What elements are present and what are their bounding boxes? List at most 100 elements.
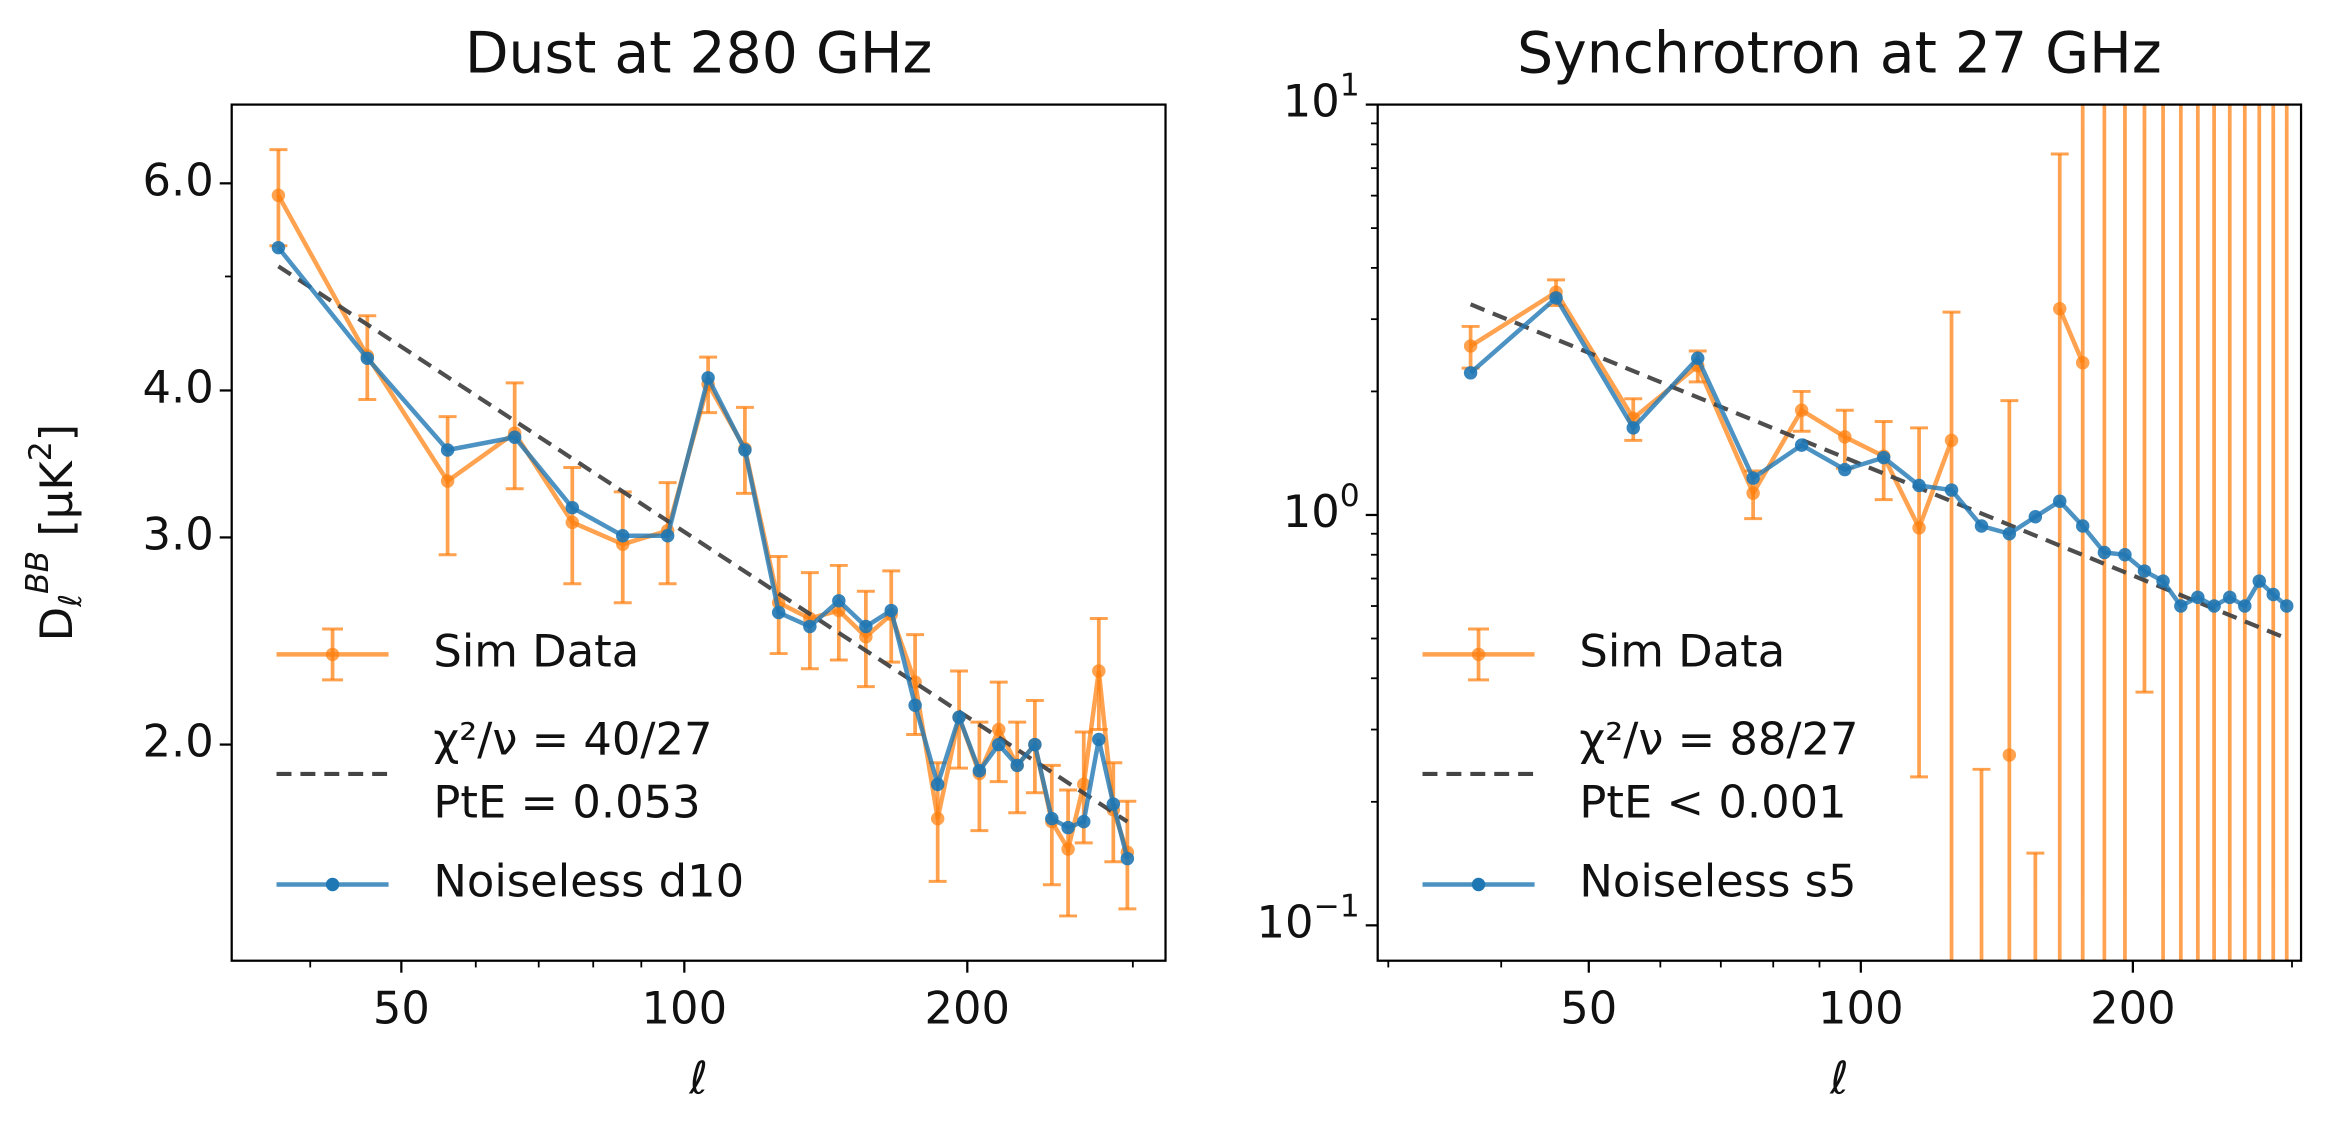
data-point (2075, 519, 2090, 533)
y-tick-label-base: 10 (1256, 895, 1313, 948)
data-point (930, 811, 945, 826)
data-point (1944, 483, 1959, 497)
y-tick-label: 10−1 (1256, 888, 1359, 948)
data-point (360, 351, 375, 366)
y-tick-label: 101 (1283, 68, 1360, 128)
data-point (1106, 797, 1121, 811)
legend-label: Noiseless d10 (433, 855, 744, 908)
legend-swatch (325, 877, 340, 892)
series-line (277, 264, 1129, 824)
data-point (1794, 403, 1809, 417)
data-point (2028, 510, 2043, 524)
data-point (440, 474, 455, 488)
data-point (2053, 494, 2067, 508)
data-point (1120, 851, 1135, 866)
data-point (1838, 462, 1852, 477)
y-tick-label-base: 10 (1283, 485, 1340, 538)
data-point (271, 188, 286, 203)
data-point (2075, 355, 2090, 370)
data-point (701, 371, 715, 385)
y-tick-label-base: 4.0 (142, 360, 213, 413)
data-point (2280, 599, 2294, 613)
chart-title: Synchrotron at 27 GHz (1517, 20, 2162, 86)
data-point (859, 630, 873, 644)
data-point (884, 603, 898, 618)
data-point (803, 619, 817, 634)
data-point (2118, 548, 2132, 562)
data-point (2252, 574, 2266, 588)
data-point (565, 500, 580, 515)
data-point (2137, 564, 2152, 578)
data-point (2266, 587, 2280, 602)
data-point (1876, 450, 1891, 465)
data-point (859, 619, 873, 634)
y-tick-label-base: 2.0 (142, 715, 213, 768)
data-point (2238, 599, 2252, 613)
data-point (2002, 748, 2017, 762)
data-point (2207, 599, 2221, 613)
y-axis-label-part: BB (20, 551, 56, 594)
data-point (1092, 732, 1106, 747)
data-point (1061, 820, 1075, 835)
legend-label: PtE = 0.053 (433, 775, 700, 828)
data-point (1010, 758, 1024, 773)
y-axis-label-part: 2 (23, 441, 59, 461)
y-tick-label: 100 (1283, 478, 1360, 538)
legend-label: PtE < 0.001 (1579, 775, 1846, 828)
data-point (565, 515, 580, 530)
y-tick-label-base: 6.0 (142, 153, 213, 206)
data-point (2053, 302, 2067, 316)
data-point (2156, 574, 2170, 588)
x-tick-label: 100 (1818, 982, 1904, 1035)
data-point (738, 443, 752, 457)
plot-frame (1376, 103, 2303, 962)
legend-label: Noiseless s5 (1579, 855, 1856, 908)
data-point (616, 529, 630, 543)
data-point (1092, 664, 1106, 678)
data-point (832, 594, 846, 608)
y-axis-label-part: [μK (30, 460, 83, 551)
legend-swatch (325, 647, 340, 662)
data-point (1746, 471, 1760, 485)
data-point (1691, 351, 1705, 365)
y-axis-label-part: ℓ (53, 594, 89, 608)
plot-frame (230, 103, 1167, 962)
y-tick-label-base: 10 (1283, 75, 1340, 128)
data-point (1045, 811, 1059, 826)
data-point (2191, 590, 2205, 605)
data-point (972, 764, 987, 778)
data-point (1549, 291, 1563, 305)
y-axis-label: DℓBB [μK2] (20, 424, 89, 642)
data-point (1746, 486, 1760, 500)
data-point (2097, 545, 2112, 560)
legend-label: χ²/ν = 88/27 (1579, 713, 1858, 766)
x-tick-label: 200 (925, 982, 1011, 1035)
data-point (992, 737, 1006, 752)
data-point (1944, 433, 1959, 448)
y-axis-label-part: ] (30, 424, 83, 441)
data-point (1912, 521, 1926, 535)
legend-label: Sim Data (1579, 624, 1785, 677)
y-tick-label-exponent: −1 (1314, 888, 1360, 924)
data-point (1912, 478, 1926, 493)
y-tick-label: 2.0 (142, 715, 213, 768)
x-tick-label: 100 (642, 982, 728, 1035)
plot-area (1461, 104, 2294, 961)
chart-title: Dust at 280 GHz (465, 20, 933, 86)
y-tick-label-exponent: 1 (1340, 68, 1360, 104)
data-point (1463, 366, 1478, 380)
x-tick-label: 200 (2090, 982, 2176, 1035)
data-point (1463, 339, 1478, 353)
x-tick-label: 50 (373, 982, 430, 1035)
x-axis-label: ℓ (1829, 1052, 1849, 1105)
data-point (507, 430, 522, 444)
data-point (992, 722, 1006, 737)
x-tick-label: 50 (1560, 982, 1617, 1035)
data-point (2002, 527, 2017, 541)
y-tick-label-base: 3.0 (142, 507, 213, 560)
y-axis-label-part: D (30, 607, 83, 642)
data-point (908, 698, 922, 712)
legend-swatch (1471, 877, 1486, 892)
data-point (930, 777, 945, 792)
